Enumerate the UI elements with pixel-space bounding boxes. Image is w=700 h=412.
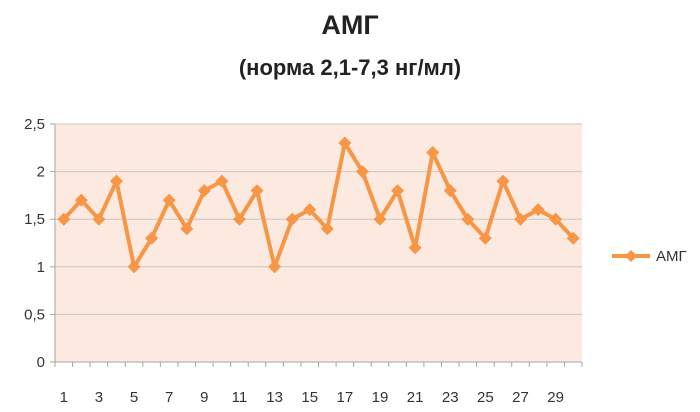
data-point xyxy=(443,184,457,198)
x-tick-label: 25 xyxy=(477,389,494,406)
data-point xyxy=(566,231,580,245)
data-point xyxy=(145,231,159,245)
data-point xyxy=(109,174,123,188)
data-point xyxy=(426,146,440,160)
x-tick-label: 13 xyxy=(266,389,283,406)
chart-subtitle: (норма 2,1-7,3 нг/мл) xyxy=(238,55,462,80)
data-point xyxy=(127,260,141,274)
data-point xyxy=(531,203,545,217)
data-point xyxy=(496,174,510,188)
y-tick-label: 0 xyxy=(37,354,45,371)
x-tick-label: 11 xyxy=(232,389,248,406)
y-tick-label: 1 xyxy=(37,259,45,276)
x-tick-label: 29 xyxy=(547,389,564,406)
y-tick-label: 0,5 xyxy=(24,306,45,323)
data-point xyxy=(303,203,317,217)
data-point xyxy=(514,212,528,226)
x-tick-label: 5 xyxy=(130,389,138,406)
data-point xyxy=(320,222,334,236)
x-tick-label: 15 xyxy=(301,389,318,406)
x-tick-label: 3 xyxy=(95,389,103,406)
y-tick-label: 1,5 xyxy=(24,211,45,228)
x-tick-label: 9 xyxy=(200,389,208,406)
data-point xyxy=(285,212,299,226)
data-point xyxy=(391,184,405,198)
x-tick-label: 23 xyxy=(442,389,459,406)
y-tick-label: 2,5 xyxy=(24,116,45,133)
data-point xyxy=(197,184,211,198)
x-tick-label: 27 xyxy=(512,389,529,406)
x-tick-label: 7 xyxy=(165,389,173,406)
x-tick-label: 17 xyxy=(337,389,354,406)
plot-area xyxy=(55,124,582,362)
data-point xyxy=(162,193,176,207)
data-point xyxy=(373,212,387,226)
x-tick-label: 19 xyxy=(372,389,389,406)
data-point xyxy=(549,212,563,226)
x-tick-label: 1 xyxy=(60,389,68,406)
x-tick-label: 21 xyxy=(407,389,424,406)
legend-marker xyxy=(625,250,637,262)
data-point xyxy=(215,174,229,188)
data-point xyxy=(92,212,106,226)
data-point xyxy=(250,184,264,198)
data-point xyxy=(355,165,369,179)
data-point xyxy=(232,212,246,226)
chart-title: АМГ xyxy=(321,10,379,40)
data-point xyxy=(461,212,475,226)
legend-label: АМГ xyxy=(656,248,687,265)
series-line xyxy=(61,141,576,269)
data-point xyxy=(74,193,88,207)
data-point xyxy=(180,222,194,236)
data-point xyxy=(478,231,492,245)
data-point xyxy=(268,260,282,274)
y-tick-label: 2 xyxy=(37,164,45,181)
data-point xyxy=(57,212,71,226)
data-point xyxy=(338,136,352,150)
data-point xyxy=(408,241,422,255)
